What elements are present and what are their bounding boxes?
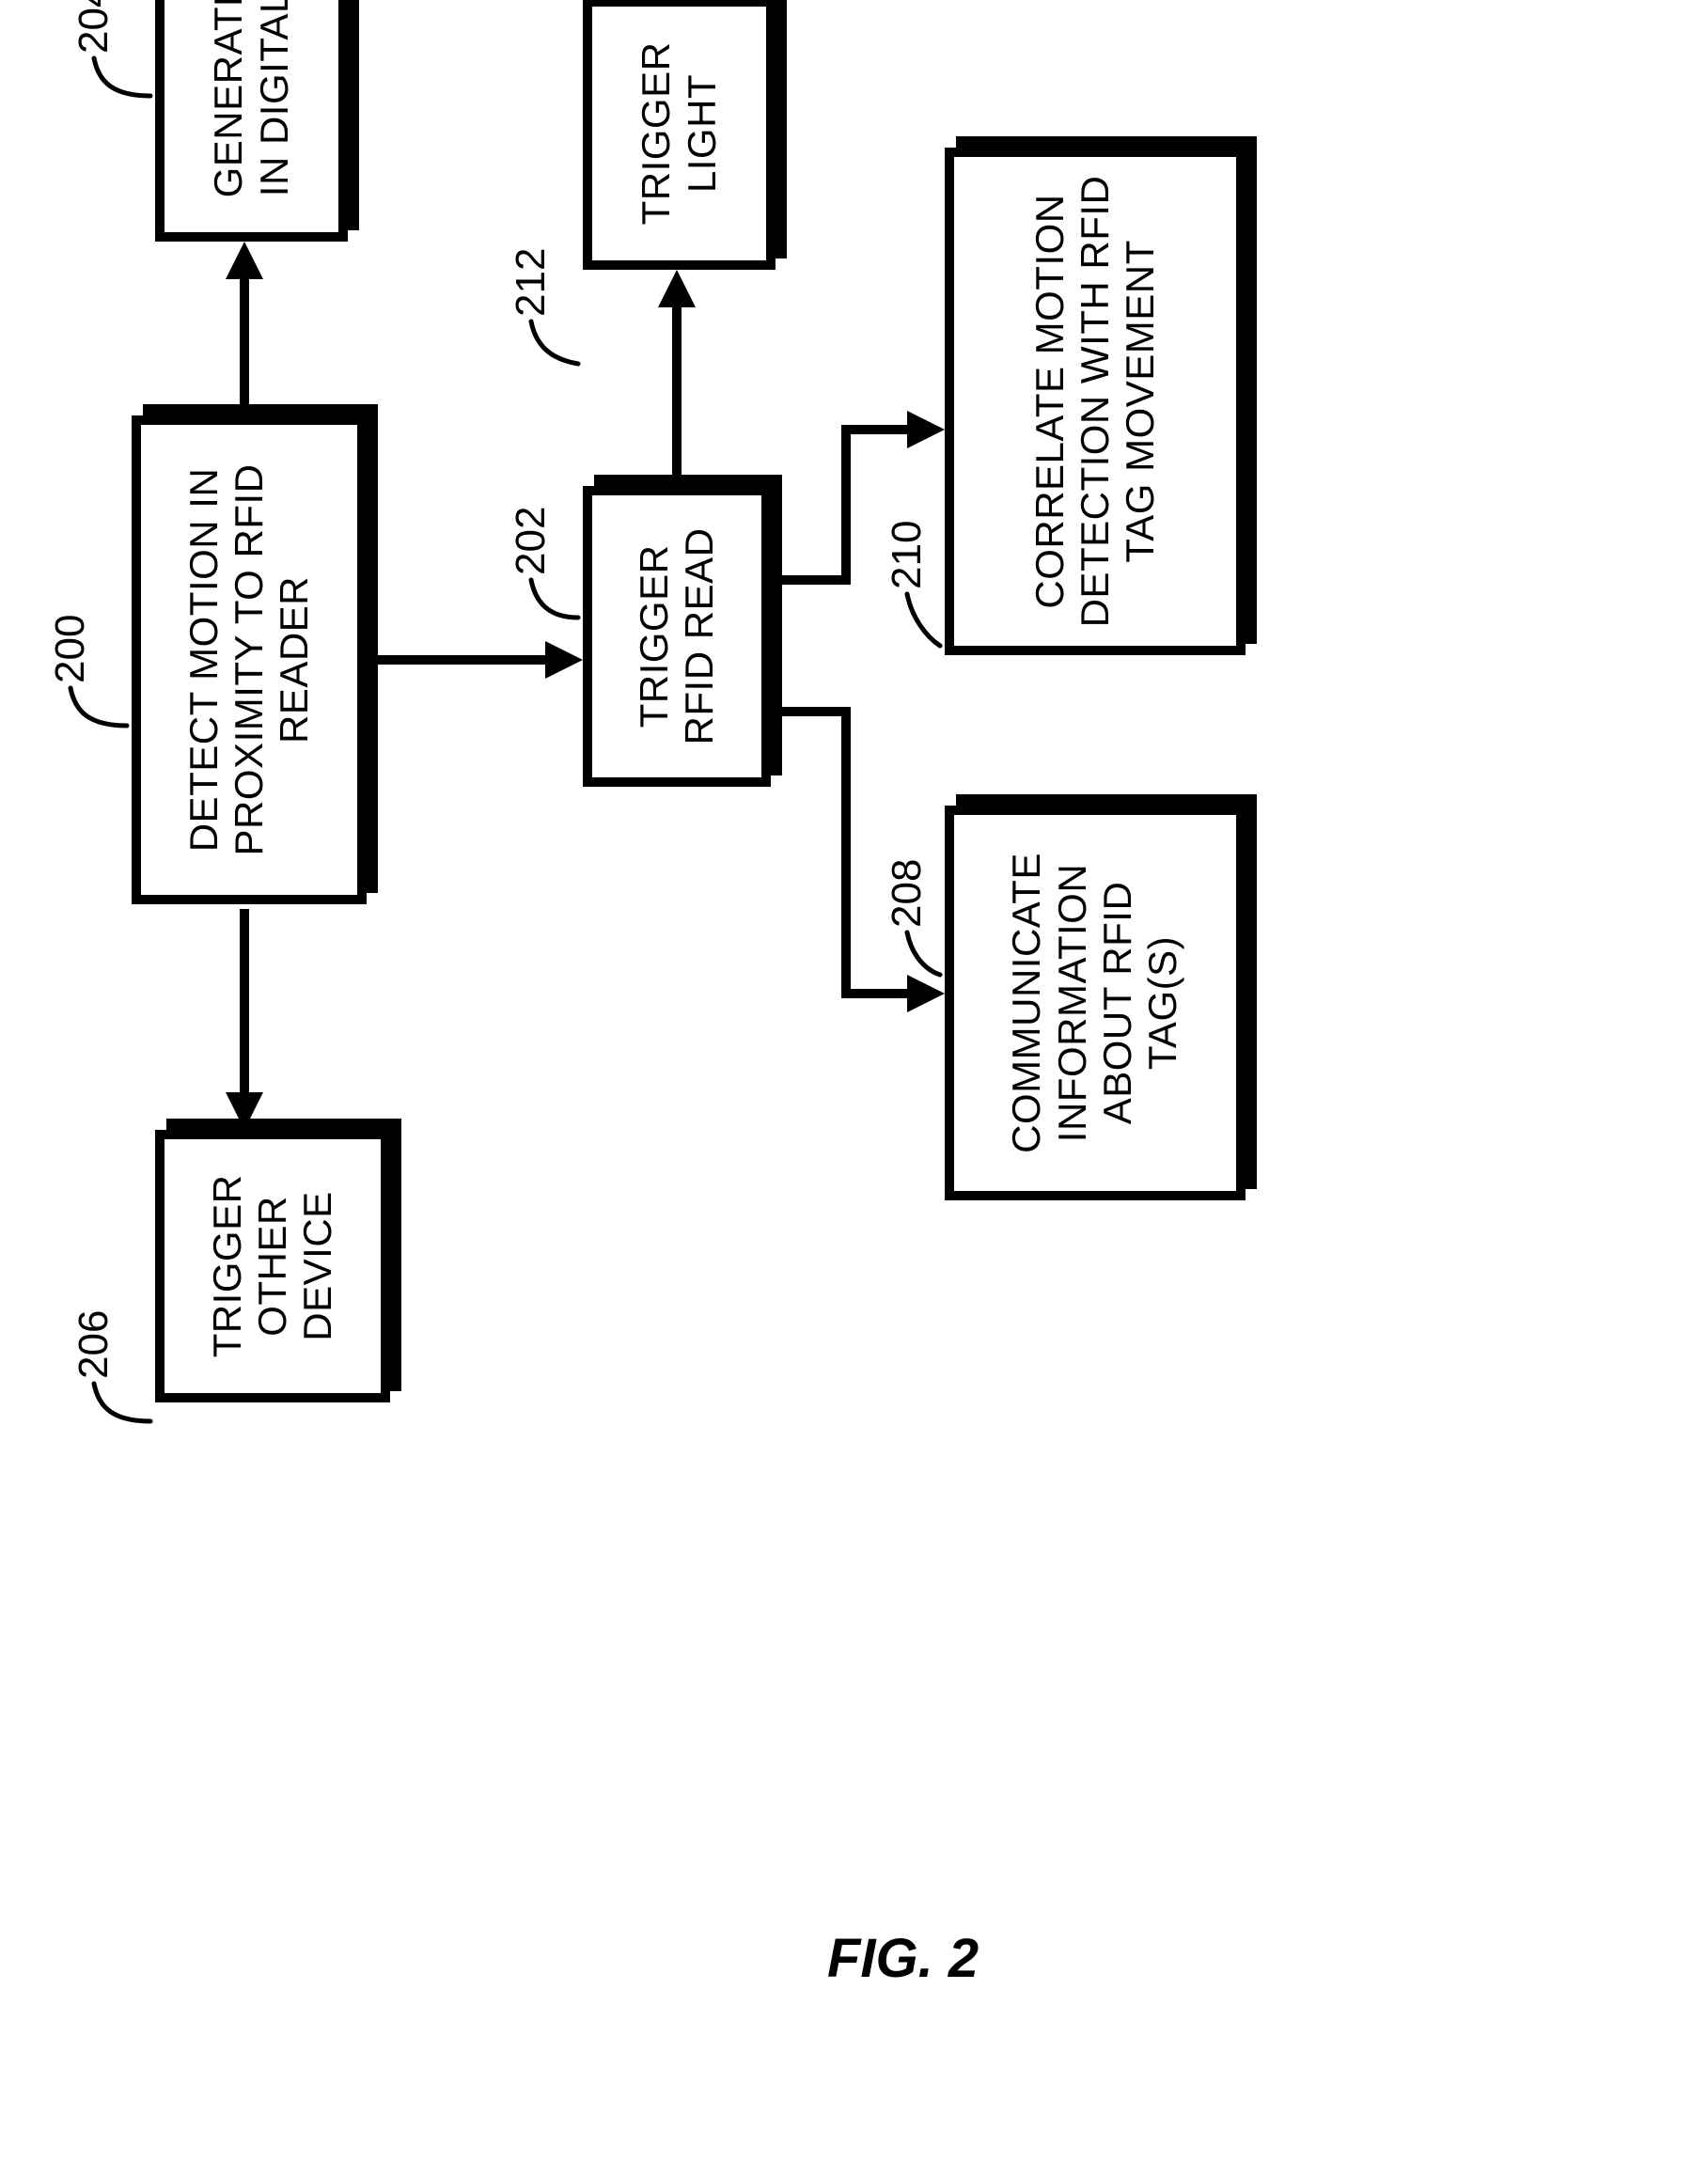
ref-leader (94, 1384, 150, 1421)
ref-leader (94, 58, 150, 96)
ref-leader (907, 594, 940, 646)
figure-caption: FIG. 2 (827, 1927, 979, 1990)
ref-label-204: 204 (71, 0, 118, 54)
ref-leader (531, 321, 578, 364)
ref-label-200: 200 (47, 615, 94, 683)
ref-leader (71, 688, 127, 726)
flow-box-202: TRIGGER RFID READ (583, 486, 771, 787)
flow-box-200: DETECT MOTION IN PROXIMITY TO RFID READE… (132, 415, 367, 904)
flow-box-204: GENERATE CHANGE IN DIGITAL SIGNAGE (155, 0, 348, 242)
ref-label-206: 206 (71, 1310, 118, 1379)
flow-box-210: CORRELATE MOTION DETECTION WITH RFID TAG… (945, 148, 1246, 655)
flow-box-208: COMMUNICATE INFORMATION ABOUT RFID TAG(S… (945, 806, 1246, 1200)
ref-label-202: 202 (508, 507, 555, 575)
ref-label-210: 210 (884, 521, 931, 589)
ref-leader (531, 580, 578, 618)
ref-label-212: 212 (508, 248, 555, 317)
flow-box-206: TRIGGER OTHER DEVICE (155, 1130, 390, 1402)
ref-leader (907, 932, 940, 975)
flow-box-212: TRIGGER LIGHT (583, 0, 776, 270)
ref-label-208: 208 (884, 859, 931, 928)
